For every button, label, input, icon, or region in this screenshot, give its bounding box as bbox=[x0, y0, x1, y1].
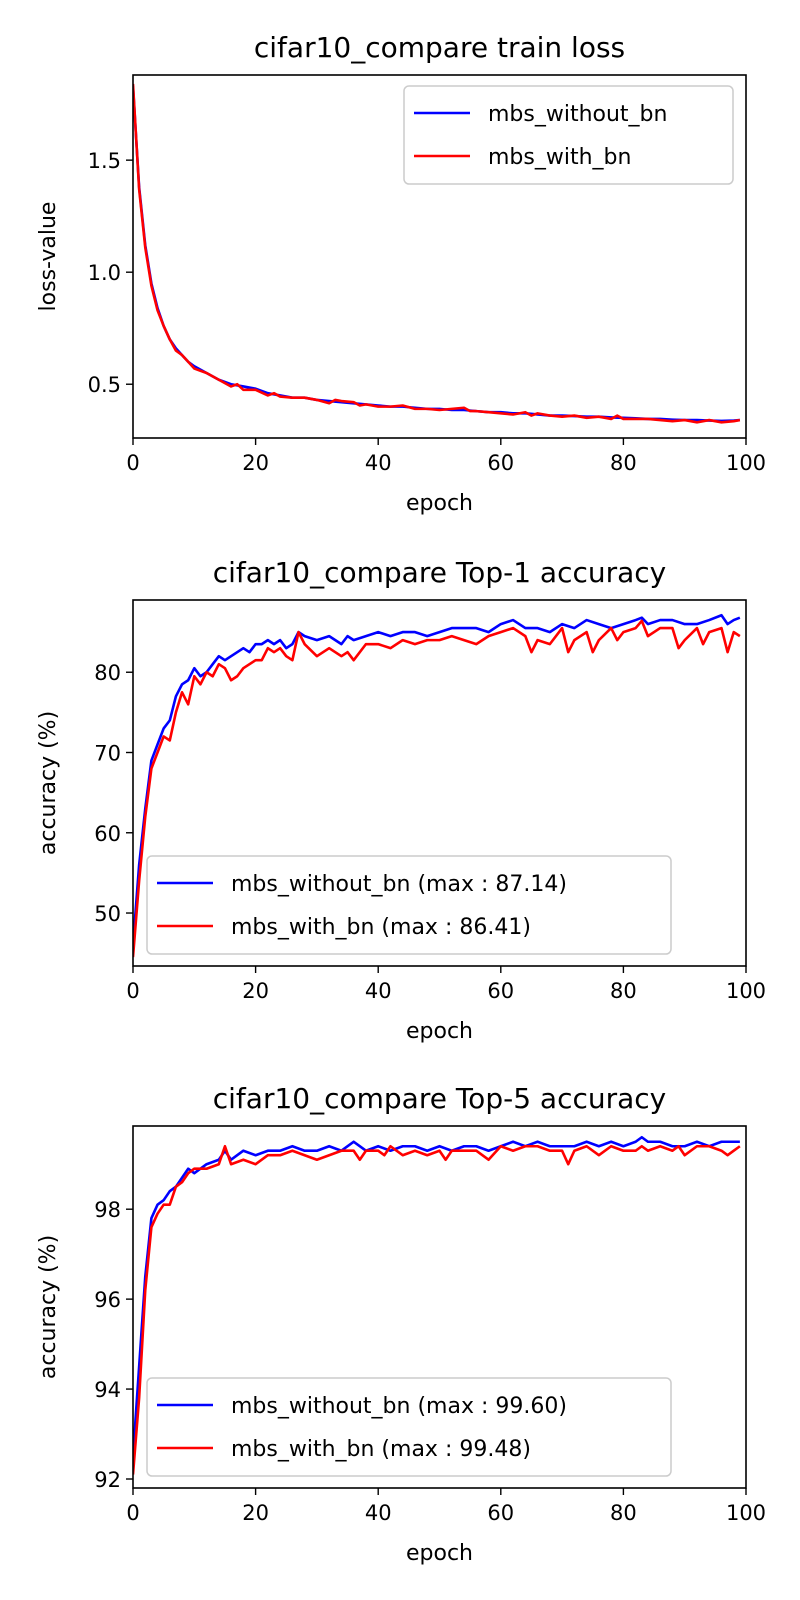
y-tick-label: 60 bbox=[94, 822, 121, 846]
x-tick-label: 40 bbox=[365, 979, 392, 1003]
series-line-2 bbox=[133, 1144, 741, 1475]
x-tick-label: 20 bbox=[242, 451, 269, 475]
chart-panel-2: cifar10_compare Top-1 accuracy 0 20 40 60 80 1… bbox=[36, 556, 766, 1044]
y-tick-label: 0.5 bbox=[88, 373, 121, 397]
legend: mbs_without_bn (max : 99.60) mbs_with_bn … bbox=[146, 1377, 672, 1477]
y-tick-label: 96 bbox=[94, 1288, 121, 1312]
y-axis-label: accuracy (%) bbox=[36, 1235, 61, 1379]
y-axis-label: loss-value bbox=[36, 202, 61, 312]
x-tick-label: 20 bbox=[242, 979, 269, 1003]
plot-frame bbox=[132, 599, 747, 967]
x-tick-label: 80 bbox=[610, 979, 637, 1003]
y-tick-label: 1.5 bbox=[88, 149, 121, 173]
x-tick-label: 100 bbox=[726, 979, 766, 1003]
chart-panel-3: cifar10_compare Top-5 accuracy 0 20 40 60 80 1… bbox=[36, 1082, 766, 1566]
x-tick-label: 0 bbox=[126, 451, 139, 475]
x-tick-label: 0 bbox=[126, 979, 139, 1003]
legend-label: mbs_with_bn (max : 99.48) bbox=[231, 1437, 531, 1462]
x-axis-label: epoch bbox=[406, 491, 473, 516]
legend: mbs_without_bn mbs_with_bn bbox=[403, 85, 734, 185]
legend-label: mbs_without_bn bbox=[488, 102, 667, 127]
x-tick-label: 40 bbox=[365, 451, 392, 475]
x-axis-label: epoch bbox=[406, 1541, 473, 1566]
legend-label: mbs_with_bn bbox=[488, 145, 631, 170]
x-tick-label: 60 bbox=[487, 1501, 514, 1525]
y-axis-label: accuracy (%) bbox=[36, 711, 61, 855]
series-line-1 bbox=[133, 613, 741, 946]
chart-title: cifar10_compare Top-1 accuracy bbox=[213, 556, 666, 589]
series-line-2 bbox=[133, 619, 741, 958]
legend-box bbox=[146, 1377, 672, 1477]
legend-label: mbs_with_bn (max : 86.41) bbox=[231, 915, 531, 940]
series-line-2 bbox=[133, 83, 741, 424]
y-tick-label: 92 bbox=[94, 1468, 121, 1492]
y-tick-label: 94 bbox=[94, 1378, 121, 1402]
y-tick-label: 1.0 bbox=[88, 261, 121, 285]
plot-frame bbox=[132, 1125, 747, 1489]
legend-box bbox=[403, 85, 734, 185]
legend-label: mbs_without_bn (max : 87.14) bbox=[231, 872, 567, 897]
x-tick-label: 60 bbox=[487, 451, 514, 475]
legend-box bbox=[146, 855, 672, 955]
chart-panel-1: cifar10_compare train loss 0 20 40 60 80 100 0.… bbox=[36, 31, 766, 516]
chart-title: cifar10_compare Top-5 accuracy bbox=[213, 1082, 666, 1115]
y-tick-label: 70 bbox=[94, 742, 121, 766]
x-tick-label: 0 bbox=[126, 1501, 139, 1525]
plot-frame bbox=[132, 74, 747, 439]
x-tick-label: 80 bbox=[610, 451, 637, 475]
legend: mbs_without_bn (max : 87.14) mbs_with_bn … bbox=[146, 855, 672, 955]
legend-label: mbs_without_bn (max : 99.60) bbox=[231, 1394, 567, 1419]
x-tick-label: 60 bbox=[487, 979, 514, 1003]
y-tick-label: 50 bbox=[94, 902, 121, 926]
x-tick-label: 80 bbox=[610, 1501, 637, 1525]
x-axis-label: epoch bbox=[406, 1019, 473, 1044]
x-tick-label: 20 bbox=[242, 1501, 269, 1525]
y-tick-label: 80 bbox=[94, 661, 121, 685]
x-tick-label: 100 bbox=[726, 1501, 766, 1525]
y-tick-label: 98 bbox=[94, 1198, 121, 1222]
x-tick-label: 100 bbox=[726, 451, 766, 475]
x-tick-label: 40 bbox=[365, 1501, 392, 1525]
chart-title: cifar10_compare train loss bbox=[254, 31, 625, 64]
